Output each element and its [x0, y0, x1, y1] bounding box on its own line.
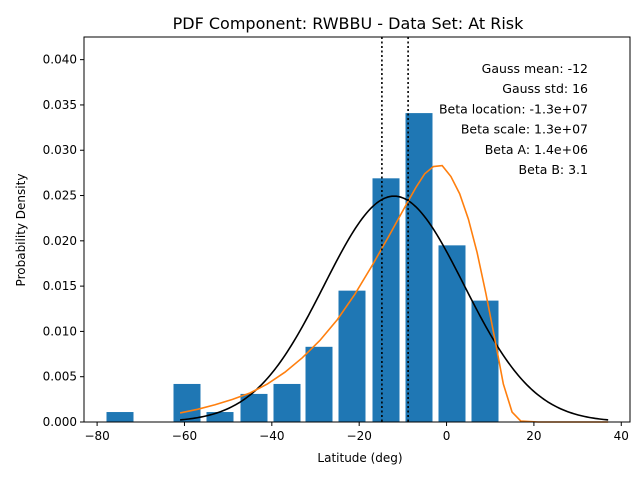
x-axis-label: Latitude (deg): [317, 451, 402, 465]
bar-4: [240, 393, 268, 422]
beta-curve: [179, 164, 609, 423]
gauss-curve: [180, 195, 609, 421]
annotation-line-6: Beta B: 3.1: [519, 162, 588, 177]
y-tick-label: 0.005: [43, 370, 77, 384]
axes: −80 −60 −40 −20 0 20 40 0.000 0.005 0.010 0.015 0.0…: [43, 36, 631, 443]
annotation-box: Gauss mean: -12 Gauss std: 16 Beta locatio…: [439, 61, 588, 177]
x-tick-label: 20: [526, 429, 541, 443]
bar-8: [372, 178, 400, 422]
y-axis-label: Probability Density: [14, 174, 28, 287]
bar-5: [273, 383, 301, 422]
y-tick-label: 0.010: [43, 324, 77, 338]
x-tick-label: −40: [259, 429, 284, 443]
bar-7: [338, 290, 366, 422]
bar-3: [206, 412, 234, 422]
y-tick-label: 0.035: [43, 98, 77, 112]
annotation-line-4: Beta scale: 1.3e+07: [461, 122, 588, 137]
bar-10: [438, 245, 466, 422]
bar-6: [305, 346, 333, 422]
y-tick-label: 0.025: [43, 189, 77, 203]
annotation-line-2: Gauss std: 16: [502, 81, 588, 96]
x-tick-label: −20: [347, 429, 372, 443]
bar-11: [471, 300, 499, 422]
x-tick-label: −80: [84, 429, 109, 443]
x-tick-label: 40: [614, 429, 629, 443]
x-tick-label: 0: [443, 429, 451, 443]
y-tick-label: 0.000: [43, 415, 77, 429]
chart-title: PDF Component: RWBBU - Data Set: At Risk: [173, 14, 524, 33]
y-tick-label: 0.020: [43, 234, 77, 248]
y-tick-label: 0.040: [43, 53, 77, 67]
bar-9: [405, 113, 433, 422]
plot-area: [106, 37, 609, 423]
bar-2: [173, 383, 201, 422]
y-tick-label: 0.015: [43, 279, 77, 293]
annotation-line-1: Gauss mean: -12: [482, 61, 588, 76]
annotation-line-5: Beta A: 1.4e+06: [485, 142, 588, 157]
x-tick-label: −60: [172, 429, 197, 443]
annotation-line-3: Beta location: -1.3e+07: [439, 101, 588, 116]
bar-1: [106, 412, 134, 422]
axes-frame: [83, 36, 631, 423]
y-tick-label: 0.030: [43, 143, 77, 157]
